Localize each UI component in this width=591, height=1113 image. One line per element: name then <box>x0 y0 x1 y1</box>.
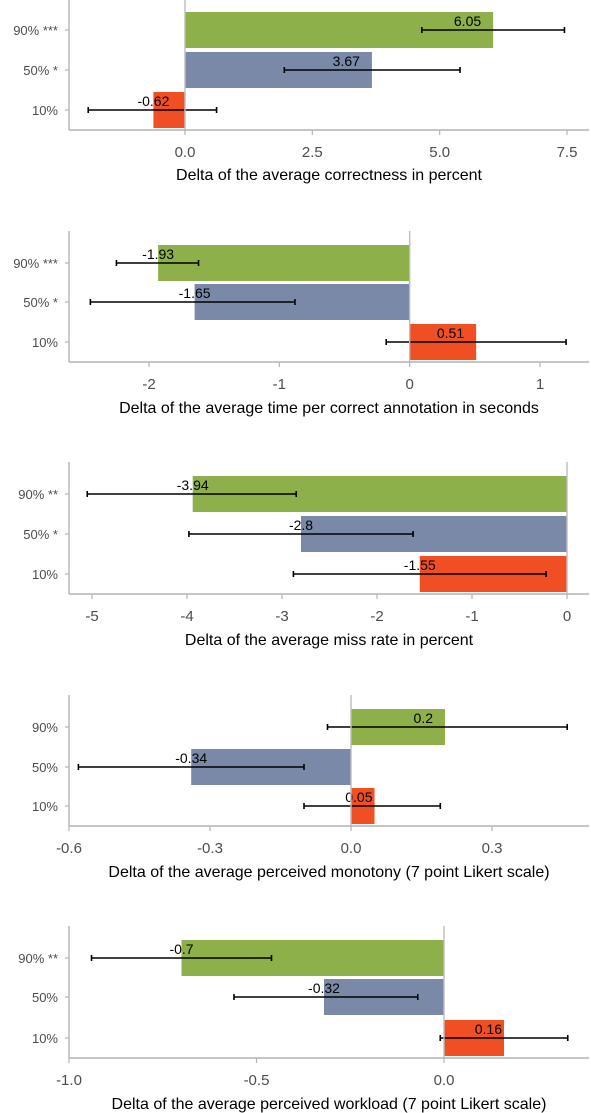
x-tick-label: 0.0 <box>434 1072 455 1089</box>
category-label: 10% <box>32 335 58 350</box>
x-tick-label: 5.0 <box>429 144 450 161</box>
x-axis-title: Delta of the average perceived monotony … <box>108 864 549 881</box>
x-tick-label: -4 <box>180 608 193 625</box>
data-label: -2.8 <box>289 517 313 533</box>
data-label: -0.62 <box>137 93 169 109</box>
data-label: -0.32 <box>308 980 340 996</box>
x-axis-title: Delta of the average correctness in perc… <box>176 167 483 184</box>
category-label: 10% <box>32 103 58 118</box>
category-label: 50% <box>32 990 58 1005</box>
data-label: -1.55 <box>404 557 436 573</box>
data-label: -0.34 <box>175 750 207 766</box>
x-tick-label: 7.5 <box>557 144 578 161</box>
x-axis-title: Delta of the average miss rate in percen… <box>185 632 474 649</box>
x-tick-label: 0 <box>563 608 571 625</box>
category-label: 90% *** <box>13 256 58 271</box>
category-label: 90% *** <box>13 23 58 38</box>
x-tick-label: -3 <box>275 608 288 625</box>
category-label: 50% * <box>23 63 58 78</box>
chart-panel-2: -1.93 90% *** -1.65 50% * 0.51 10% -2 -1 0 1 Delta… <box>13 231 589 417</box>
category-label: 90% <box>32 720 58 735</box>
x-tick-label: 0.0 <box>175 144 196 161</box>
bar-90pct <box>158 245 410 281</box>
data-label: 0.05 <box>345 789 372 805</box>
x-tick-label: 0.0 <box>341 840 362 857</box>
category-label: 10% <box>32 799 58 814</box>
category-label: 50% * <box>23 527 58 542</box>
data-label: -1.65 <box>179 285 211 301</box>
category-label: 50% * <box>23 295 58 310</box>
category-label: 10% <box>32 567 58 582</box>
chart-panel-1: 6.05 90% *** 3.67 50% * -0.62 10% 0.0 2.5 5.0 7.5… <box>13 0 589 184</box>
x-tick-label: -0.5 <box>244 1072 270 1089</box>
x-tick-label: -0.6 <box>56 840 82 857</box>
x-tick-label: 0 <box>405 376 413 393</box>
chart-panel-5: -0.7 90% ** -0.32 50% 0.16 10% -1.0 -0.5 0.0 Delt… <box>18 926 589 1113</box>
x-tick-label: -1 <box>465 608 478 625</box>
data-label: -3.94 <box>177 477 209 493</box>
x-tick-label: 1 <box>536 376 544 393</box>
x-tick-label: -5 <box>85 608 98 625</box>
data-label: 6.05 <box>454 13 481 29</box>
category-label: 90% ** <box>18 487 58 502</box>
x-axis-title: Delta of the average time per correct an… <box>119 400 539 417</box>
category-label: 90% ** <box>18 951 58 966</box>
data-label: -1.93 <box>142 246 174 262</box>
chart-panel-4: 0.2 90% -0.34 50% 0.05 10% -0.6 -0.3 0.0 0.3 Delta… <box>32 695 589 881</box>
x-tick-label: -0.3 <box>197 840 223 857</box>
data-label: -0.7 <box>169 941 193 957</box>
x-tick-label: 2.5 <box>302 144 323 161</box>
x-axis-title: Delta of the average perceived workload … <box>112 1096 547 1113</box>
data-label: 0.51 <box>437 325 464 341</box>
data-label: 0.2 <box>414 710 434 726</box>
data-label: 0.16 <box>475 1021 502 1037</box>
x-tick-label: -1 <box>273 376 286 393</box>
x-tick-label: -2 <box>142 376 155 393</box>
x-tick-label: -1.0 <box>56 1072 82 1089</box>
x-tick-label: 0.3 <box>482 840 503 857</box>
category-label: 50% <box>32 760 58 775</box>
data-label: 3.67 <box>333 53 360 69</box>
category-label: 10% <box>32 1031 58 1046</box>
chart-panel-3: -3.94 90% ** -2.8 50% * -1.55 10% -5 -4 -3 -2 -1 0 D… <box>18 462 589 649</box>
x-tick-label: -2 <box>370 608 383 625</box>
